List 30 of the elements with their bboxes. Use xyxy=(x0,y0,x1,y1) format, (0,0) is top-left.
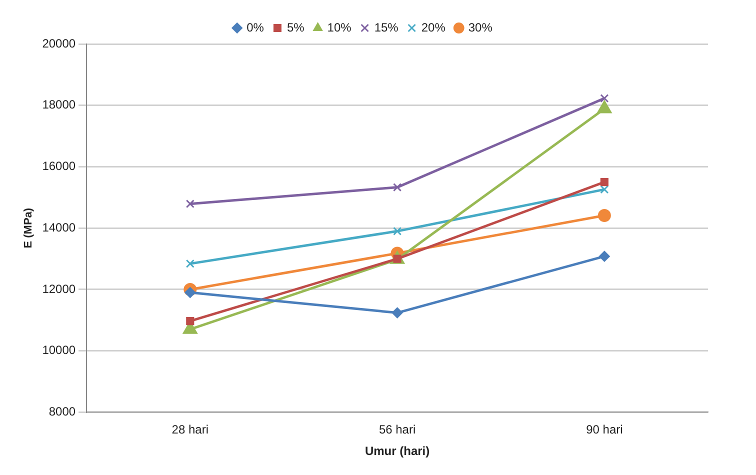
y-tick-label: 10000 xyxy=(42,343,76,358)
point xyxy=(186,259,194,268)
x-tick-label: 56 hari xyxy=(378,422,416,437)
y-tick-label: 18000 xyxy=(42,98,76,112)
point xyxy=(600,94,609,103)
point xyxy=(186,317,194,326)
y-tick-label: 16000 xyxy=(42,159,76,174)
y-tick-label: 12000 xyxy=(42,282,76,296)
x-axis-title: Umur (hari) xyxy=(364,444,430,458)
legend-label: 30% xyxy=(468,20,493,34)
point xyxy=(600,185,609,194)
y-axis-title: E (MPa) xyxy=(22,208,35,248)
legend-label: 10% xyxy=(327,20,352,34)
legend-label: 15% xyxy=(374,20,399,34)
legend-label: 20% xyxy=(421,20,446,34)
y-tick-label: 14000 xyxy=(42,220,76,234)
point xyxy=(393,226,402,236)
point xyxy=(184,287,196,298)
point xyxy=(392,307,403,318)
point xyxy=(600,178,608,186)
y-tick-label: 20000 xyxy=(42,36,76,50)
y-tick-label: 8000 xyxy=(48,404,76,419)
point xyxy=(393,183,402,192)
point xyxy=(186,200,194,208)
point xyxy=(598,250,610,262)
x-tick-label: 28 hari xyxy=(172,422,208,437)
legend-label: 0% xyxy=(246,20,264,34)
legend-label: 5% xyxy=(286,20,305,34)
point xyxy=(598,209,611,222)
x-tick-label: 90 hari xyxy=(586,422,623,437)
